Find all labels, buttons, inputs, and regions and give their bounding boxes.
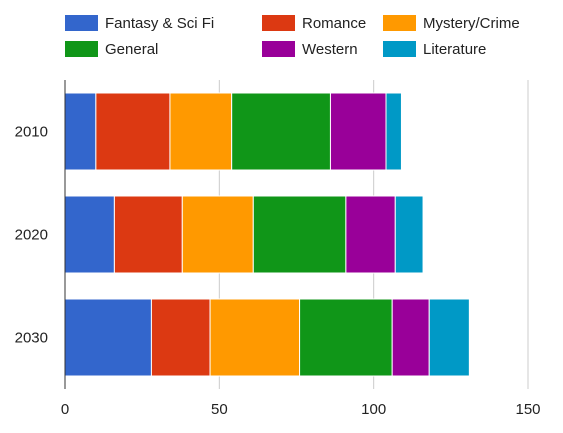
bar-segment-literature[interactable] <box>428 298 470 377</box>
bar-segment-romance[interactable] <box>113 195 183 274</box>
legend-swatch <box>383 41 416 57</box>
y-tick-label: 2030 <box>15 330 48 347</box>
y-tick-label: 2010 <box>15 124 48 141</box>
legend-item-general[interactable]: General <box>65 41 158 58</box>
bar-segment-western[interactable] <box>329 92 387 171</box>
legend-item-literature[interactable]: Literature <box>383 41 486 58</box>
bar-segment-western[interactable] <box>391 298 430 377</box>
bar-segment-western[interactable] <box>345 195 396 274</box>
y-axis-tick-labels: 2010 2020 2030 <box>15 124 48 347</box>
legend-swatch <box>65 15 98 31</box>
x-tick-label: 0 <box>61 401 69 418</box>
x-tick-label: 50 <box>211 401 228 418</box>
legend-label: Literature <box>423 41 486 58</box>
legend: Fantasy & Sci Fi Romance Mystery/Crime Gene… <box>65 15 520 58</box>
bar-group-2030 <box>64 298 470 377</box>
legend-swatch <box>262 41 295 57</box>
bar-segment-fantasy-sci-fi[interactable] <box>64 298 152 377</box>
legend-label: Fantasy & Sci Fi <box>105 15 214 32</box>
x-axis-tick-labels: 0 50 100 150 <box>61 401 541 418</box>
bar-segment-literature[interactable] <box>385 92 402 171</box>
legend-label: Mystery/Crime <box>423 15 520 32</box>
bar-segment-fantasy-sci-fi[interactable] <box>64 92 97 171</box>
legend-item-western[interactable]: Western <box>262 41 358 58</box>
x-tick-label: 150 <box>515 401 540 418</box>
legend-item-romance[interactable]: Romance <box>262 15 366 32</box>
legend-label: General <box>105 41 158 58</box>
bar-segment-mystery-crime[interactable] <box>209 298 301 377</box>
bar-segment-mystery-crime[interactable] <box>169 92 233 171</box>
y-tick-label: 2020 <box>15 227 48 244</box>
bar-segment-general[interactable] <box>231 92 331 171</box>
bar-segment-literature[interactable] <box>394 195 424 274</box>
bar-segment-mystery-crime[interactable] <box>181 195 254 274</box>
bar-segment-romance[interactable] <box>95 92 171 171</box>
bars <box>64 92 470 377</box>
bar-group-2010 <box>64 92 402 171</box>
bar-segment-general[interactable] <box>252 195 347 274</box>
bar-segment-romance[interactable] <box>150 298 211 377</box>
legend-item-mystery-crime[interactable]: Mystery/Crime <box>383 15 520 32</box>
legend-swatch <box>383 15 416 31</box>
x-tick-label: 100 <box>361 401 386 418</box>
legend-item-fantasy-sci-fi[interactable]: Fantasy & Sci Fi <box>65 15 214 32</box>
bar-group-2020 <box>64 195 424 274</box>
legend-swatch <box>262 15 295 31</box>
bar-segment-general[interactable] <box>299 298 393 377</box>
legend-label: Romance <box>302 15 366 32</box>
bar-segment-fantasy-sci-fi[interactable] <box>64 195 115 274</box>
legend-label: Western <box>302 41 358 58</box>
legend-swatch <box>65 41 98 57</box>
